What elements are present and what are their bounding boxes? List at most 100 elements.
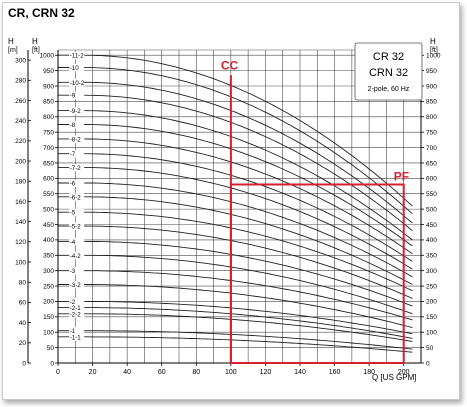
y-ft-right-tick-label: 500 (426, 206, 437, 213)
y-m-tick-label: 0 (22, 360, 26, 367)
y-ft-right-tick-label: 650 (426, 160, 437, 167)
y-ft-right-tick-label: 900 (426, 83, 437, 90)
x-tick-label: 120 (260, 369, 272, 376)
y-right-unit: [ft] (430, 47, 438, 54)
x-tick-label: 40 (123, 369, 131, 376)
pump-curve (58, 67, 413, 215)
curve-label: -8-2 (70, 136, 82, 143)
x-tick-label: 100 (225, 369, 237, 376)
curve-label: -1 (70, 328, 76, 335)
curve-label: -10 (70, 65, 80, 72)
pump-curve (58, 94, 413, 232)
x-tick-label: 60 (158, 369, 166, 376)
y-ft-right-tick-label: 800 (426, 114, 437, 121)
y-left-label: H (8, 37, 14, 46)
y-ft-tick-label: 900 (43, 83, 54, 90)
pump-curve (58, 330, 413, 350)
curve-label-bg (69, 267, 85, 275)
pump-curve (58, 182, 413, 278)
y-m-tick-label: 100 (15, 259, 26, 266)
pump-curve (58, 254, 413, 315)
chart-title-line-3: 2-pole, 60 Hz (368, 86, 410, 93)
pump-curve (58, 138, 413, 255)
y-ft-right-tick-label: 100 (426, 330, 437, 337)
curve-label-bg (69, 297, 85, 306)
curve-label: -7 (70, 151, 76, 158)
pump-curve (58, 110, 413, 241)
y-m-tick-label: 200 (15, 158, 26, 165)
curve-label: -2-2 (70, 311, 82, 318)
curve-label-bg (69, 193, 85, 201)
annotation-cc: CC (221, 59, 239, 73)
y-ft-right-tick-label: 350 (426, 253, 437, 260)
y-m-tick-label: 60 (19, 300, 27, 307)
y-m-tick-label: 180 (15, 179, 26, 186)
curve-label-bg (69, 333, 85, 341)
curve-label: -7-2 (70, 165, 82, 172)
tick-labels: 0 20 40 60 80 100 120 140 160 180 200 0 20 40 60 80 100 1… (15, 53, 441, 376)
chart-title-box: CR 32 CRN 32 2-pole, 60 Hz (354, 42, 423, 101)
pump-curve (58, 153, 413, 262)
y-ft-tick-label: 50 (47, 345, 55, 352)
curve-label: -9 (70, 93, 76, 100)
axis-labels: H [m] H [ft] H [ft] Q [US GPM] (8, 37, 438, 382)
y-ft-tick-label: 600 (43, 176, 54, 183)
pump-curve (58, 81, 413, 224)
curve-label: -3 (70, 268, 76, 275)
curve-label-bg (69, 120, 85, 129)
y-ft-label: H (32, 37, 38, 46)
y-ft-tick-label: 0 (50, 360, 54, 367)
curve-label-bg (69, 91, 85, 100)
curve-label-bg (69, 78, 85, 87)
y-m-tick-label: 220 (15, 138, 26, 145)
y-m-tick-label: 80 (19, 280, 27, 287)
pump-curves: -11-2-10-10-2-9-9-2-8-8-2-7-7-2-6-6-2-5-… (58, 51, 413, 353)
curve-label-bg (69, 222, 85, 231)
pump-curve (58, 211, 413, 292)
curve-label: -8 (70, 122, 76, 129)
curve-label-bg (69, 251, 85, 260)
chart-title-line-1: CR 32 (373, 51, 404, 63)
y-ft-unit: [ft] (32, 47, 40, 54)
curve-label: -6-2 (70, 194, 82, 201)
y-ft-tick-label: 200 (43, 299, 54, 306)
curve-label-bg (69, 150, 85, 158)
y-ft-right-tick-label: 150 (426, 314, 437, 321)
y-m-tick-label: 140 (15, 219, 26, 226)
pump-curve (58, 336, 413, 353)
pump-curve (58, 124, 413, 247)
y-ft-right-tick-label: 850 (426, 99, 437, 106)
curve-label-bg (69, 51, 85, 60)
curve-label-bg (69, 281, 85, 289)
y-ft-tick-label: 150 (43, 314, 54, 321)
pump-curve (58, 167, 413, 270)
y-ft-tick-label: 950 (43, 68, 54, 75)
title-box-frame (354, 42, 423, 101)
curve-label-bg (69, 135, 85, 143)
y-m-tick-label: 120 (15, 239, 26, 246)
x-tick-label: 20 (89, 369, 97, 376)
x-tick-label: 180 (363, 369, 375, 376)
pump-curve (58, 240, 413, 307)
y-ft-tick-label: 450 (43, 222, 54, 229)
y-ft-right-tick-label: 300 (426, 268, 437, 275)
y-m-tick-label: 300 (15, 57, 26, 64)
chart-title-line-2: CRN 32 (369, 67, 408, 79)
y-ft-right-tick-label: 250 (426, 283, 437, 290)
y-ft-right-tick-label: 1000 (426, 53, 441, 60)
y-ft-tick-label: 400 (43, 237, 54, 244)
pump-curve (58, 284, 413, 329)
pump-curve (58, 54, 413, 207)
curve-label: -4-2 (70, 253, 82, 260)
curve-label: -11-2 (70, 53, 85, 60)
x-axis-label: Q [US GPM] (372, 373, 416, 382)
y-ft-right-tick-label: 450 (426, 222, 437, 229)
curve-label: -3-2 (70, 282, 82, 289)
y-ft-tick-label: 650 (43, 160, 54, 167)
x-tick-label: 160 (329, 369, 341, 376)
page-title: CR, CRN 32 (8, 6, 75, 20)
y-ft-tick-label: 250 (43, 283, 54, 290)
y-m-tick-label: 280 (15, 78, 26, 85)
pf-rectangle (229, 183, 405, 364)
